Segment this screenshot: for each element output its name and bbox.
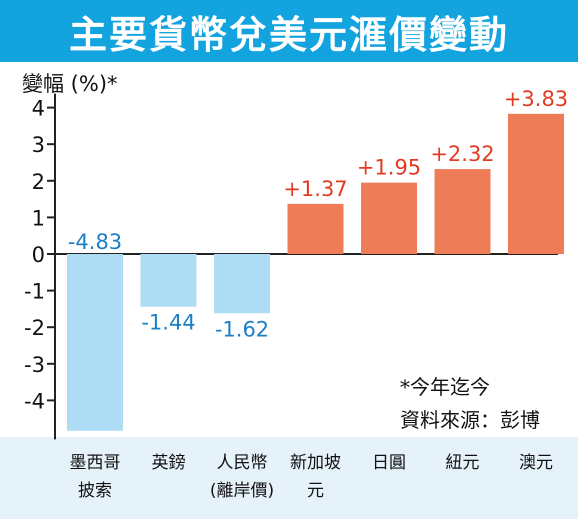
category-label: 日圓 <box>372 453 406 473</box>
data-label: +1.37 <box>283 177 347 201</box>
y-tick-label: 0 <box>32 243 45 267</box>
data-label: -1.62 <box>215 317 269 341</box>
category-label: 澳元 <box>519 453 553 473</box>
y-tick-label: 3 <box>32 133 45 157</box>
category-label: 人民幣 <box>217 453 268 473</box>
y-axis-label: 變幅 (%)* <box>22 72 118 96</box>
bar <box>508 113 564 255</box>
bar <box>361 182 417 254</box>
category-label: 墨西哥 <box>70 453 121 473</box>
title-bar: 主要貨幣兌美元滙價變動 <box>0 0 578 62</box>
data-label: +3.83 <box>504 87 568 111</box>
y-tick-label: 4 <box>32 97 45 121</box>
bar <box>214 254 270 314</box>
y-tick-label: -2 <box>24 316 45 340</box>
y-tick-label: 1 <box>32 206 45 230</box>
category-label: (離岸價) <box>210 481 274 501</box>
y-tick-label: -4 <box>24 389 45 413</box>
chart-title: 主要貨幣兌美元滙價變動 <box>68 12 509 57</box>
category-label: 新加坡 <box>290 453 341 473</box>
bar <box>140 254 197 307</box>
category-strip <box>0 437 578 519</box>
data-label: +2.32 <box>430 142 494 166</box>
category-label: 元 <box>307 481 324 501</box>
bar <box>67 254 123 431</box>
category-label: 紐元 <box>446 453 480 473</box>
bar <box>287 203 344 254</box>
y-tick-label: -3 <box>24 353 45 377</box>
category-label: 披索 <box>78 481 112 501</box>
bar <box>434 169 491 254</box>
category-label: 英鎊 <box>152 453 186 473</box>
data-label: -4.83 <box>68 230 122 254</box>
data-label: +1.95 <box>357 156 421 180</box>
footnote-period: *今年迄今 <box>400 375 490 399</box>
y-tick-label: 2 <box>32 170 45 194</box>
data-label: -1.44 <box>141 311 195 335</box>
y-tick-label: -1 <box>24 280 45 304</box>
footnote-source: 資料來源：彭博 <box>400 408 540 432</box>
